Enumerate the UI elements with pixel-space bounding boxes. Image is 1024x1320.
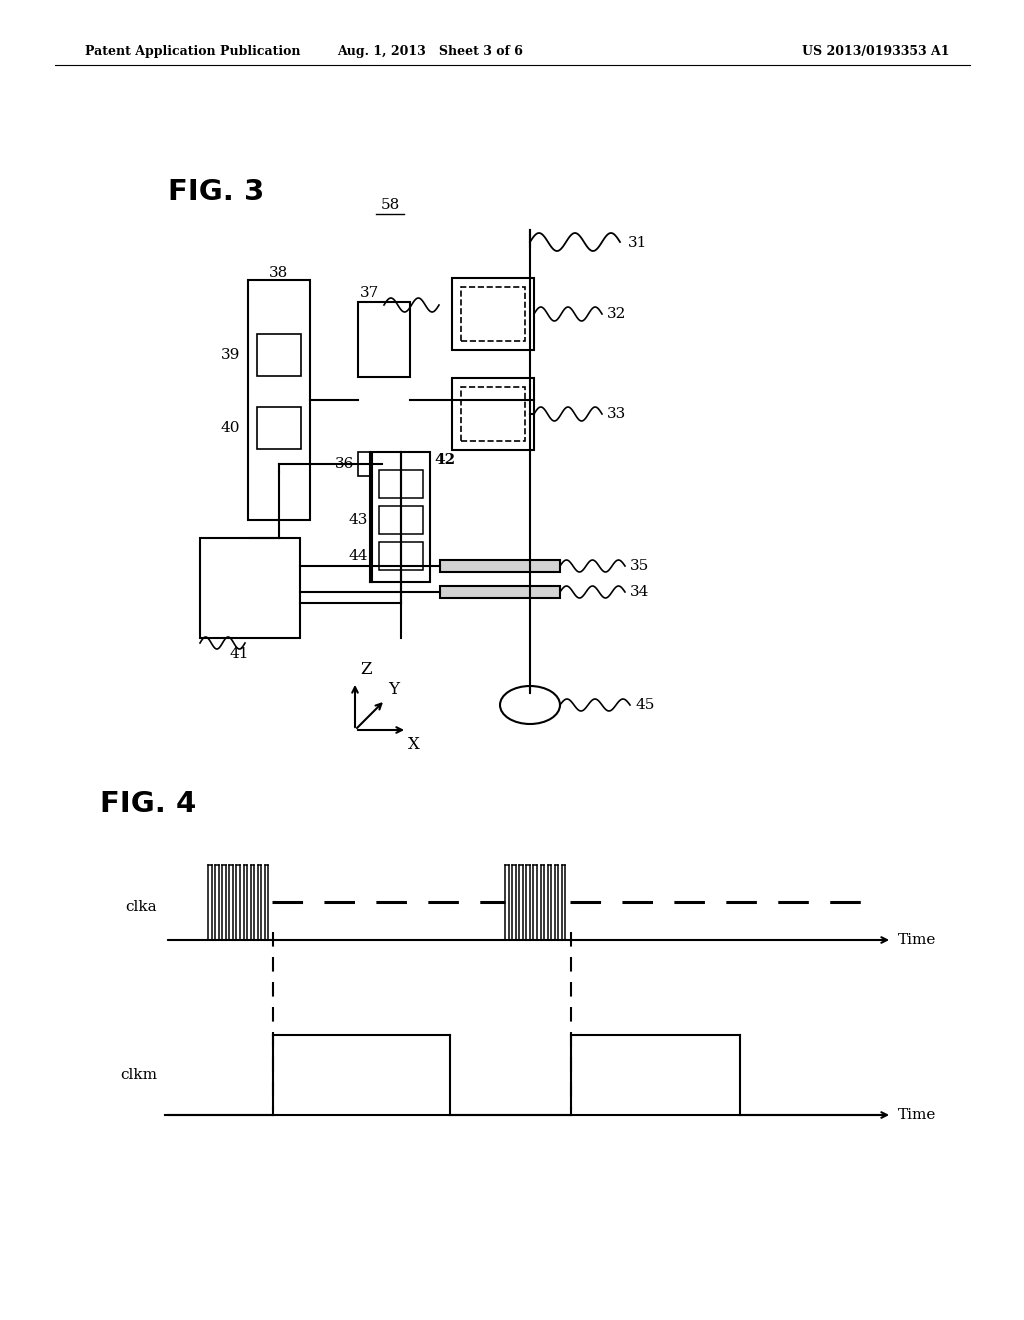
Bar <box>379 506 423 535</box>
Bar <box>440 560 560 572</box>
Bar <box>200 539 300 638</box>
Text: 35: 35 <box>630 558 649 573</box>
Text: Z: Z <box>360 661 372 678</box>
Text: 36: 36 <box>335 457 354 471</box>
Text: 58: 58 <box>380 198 399 213</box>
Text: FIG. 4: FIG. 4 <box>100 789 197 818</box>
Text: US 2013/0193353 A1: US 2013/0193353 A1 <box>803 45 950 58</box>
Text: clkm: clkm <box>120 1068 157 1082</box>
Text: 34: 34 <box>630 585 649 599</box>
Bar <box>372 451 430 582</box>
Text: 43: 43 <box>348 513 368 527</box>
Ellipse shape <box>500 686 560 723</box>
Bar <box>440 586 560 598</box>
Bar <box>452 378 534 450</box>
Bar <box>358 302 410 378</box>
Bar <box>379 470 423 498</box>
Text: X: X <box>408 737 420 752</box>
Bar <box>257 334 301 376</box>
Text: 31: 31 <box>628 236 647 249</box>
Bar <box>379 543 423 570</box>
Text: 44: 44 <box>348 549 368 564</box>
Bar <box>358 451 382 477</box>
Text: Time: Time <box>898 933 936 946</box>
Text: Aug. 1, 2013   Sheet 3 of 6: Aug. 1, 2013 Sheet 3 of 6 <box>337 45 523 58</box>
Text: 45: 45 <box>635 698 654 711</box>
Text: 38: 38 <box>269 267 289 280</box>
Text: clka: clka <box>125 900 157 913</box>
Text: 39: 39 <box>220 348 240 362</box>
Text: 42: 42 <box>434 453 455 467</box>
Bar <box>248 280 310 520</box>
Bar <box>461 387 525 441</box>
Text: Patent Application Publication: Patent Application Publication <box>85 45 300 58</box>
Text: 41: 41 <box>230 647 250 661</box>
Bar <box>257 407 301 449</box>
Bar <box>452 279 534 350</box>
Bar <box>461 286 525 341</box>
Text: 32: 32 <box>607 308 627 321</box>
Text: 33: 33 <box>607 407 627 421</box>
Text: 40: 40 <box>220 421 240 436</box>
Text: Time: Time <box>898 1107 936 1122</box>
Text: Y: Y <box>388 681 399 698</box>
Text: FIG. 3: FIG. 3 <box>168 178 264 206</box>
Text: 37: 37 <box>360 286 379 300</box>
